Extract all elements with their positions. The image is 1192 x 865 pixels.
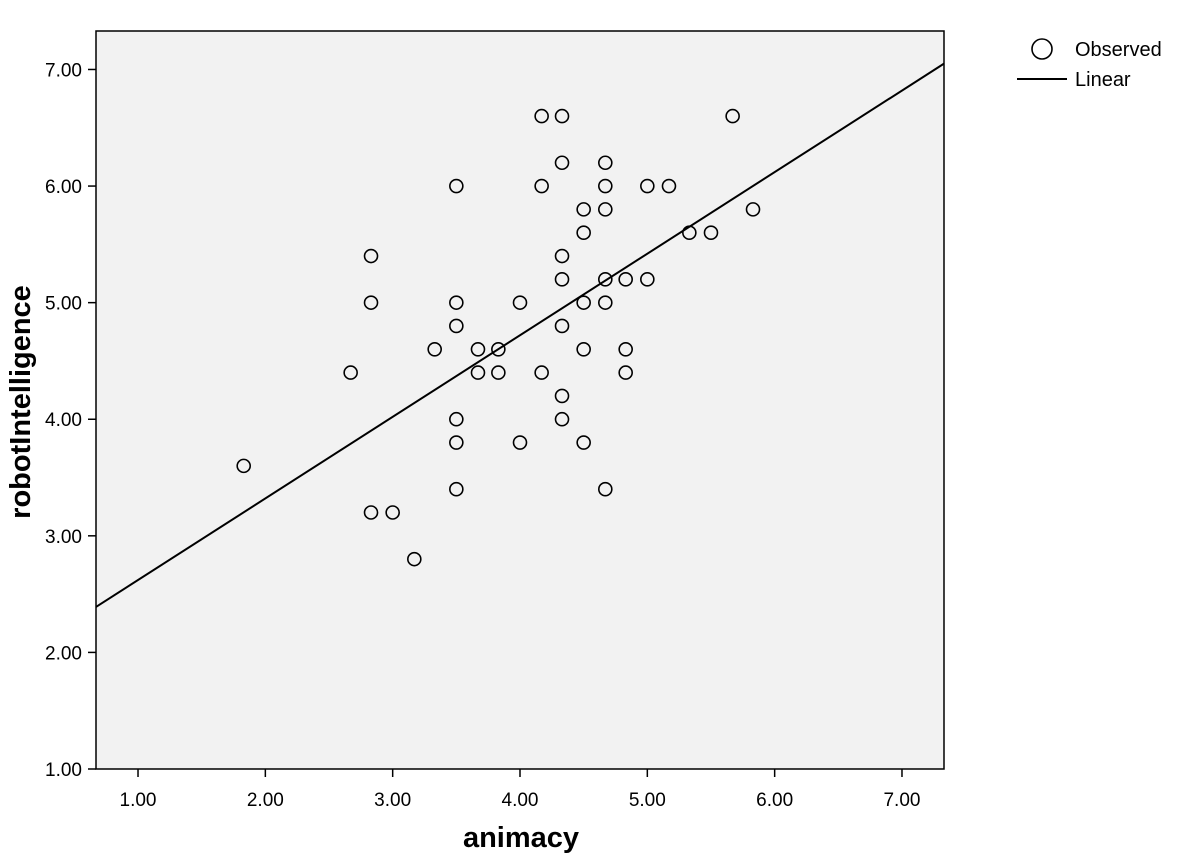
observed-point: [640, 272, 655, 287]
observed-point: [449, 318, 464, 334]
y-tick-label: 6.00: [45, 177, 82, 198]
y-tick-label: 7.00: [45, 60, 82, 81]
plot-area: [95, 30, 945, 770]
linear-fit-line: [95, 62, 945, 608]
observed-point: [554, 155, 570, 171]
observed-point: [576, 435, 591, 450]
observed-point: [618, 272, 633, 287]
observed-point: [576, 341, 591, 357]
observed-point: [598, 272, 613, 287]
observed-point: [407, 551, 422, 567]
y-tick-label: 5.00: [45, 294, 82, 315]
observed-point: [343, 365, 358, 380]
observed-point: [554, 108, 570, 124]
observed-point: [385, 505, 400, 520]
observed-point: [618, 341, 633, 357]
observed-point: [682, 225, 697, 240]
observed-points-layer: [236, 108, 761, 567]
observed-point: [640, 178, 655, 194]
legend-observed-label: Observed: [1075, 39, 1162, 61]
x-tick-label: 1.00: [120, 790, 157, 811]
observed-point: [470, 341, 486, 357]
y-tick-label: 1.00: [45, 760, 82, 781]
observed-point: [725, 108, 740, 124]
x-axis-ticks: 1.00 2.00 3.00 4.00 5.00 6.00 7.00: [120, 769, 920, 811]
observed-point: [661, 178, 677, 194]
legend: Observed Linear: [1017, 38, 1162, 91]
y-tick-label: 2.00: [45, 643, 82, 664]
observed-point: [512, 435, 528, 450]
observed-point: [470, 365, 486, 380]
observed-point: [598, 155, 613, 171]
observed-point: [449, 295, 464, 310]
y-tick-label: 4.00: [45, 410, 82, 431]
x-tick-label: 6.00: [756, 790, 793, 811]
observed-point: [618, 365, 633, 380]
linear-fit-layer: [95, 62, 945, 608]
y-axis-ticks: 1.00 2.00 3.00 4.00 5.00 6.00 7.00: [45, 60, 96, 781]
x-tick-label: 5.00: [629, 790, 666, 811]
x-tick-label: 7.00: [883, 790, 920, 811]
y-axis-title: robotIntelligence: [5, 285, 37, 519]
legend-linear-label: Linear: [1075, 69, 1131, 91]
observed-point: [576, 225, 591, 240]
y-tick-label: 3.00: [45, 527, 82, 548]
observed-point: [363, 505, 379, 520]
observed-point: [745, 202, 761, 217]
observed-point: [554, 388, 570, 404]
observed-point: [554, 248, 570, 264]
observed-point: [554, 272, 570, 287]
observed-point: [554, 318, 570, 334]
observed-point: [598, 178, 613, 194]
observed-point: [534, 365, 549, 380]
x-axis-title: animacy: [463, 822, 579, 854]
observed-point: [363, 248, 379, 264]
observed-point: [236, 458, 251, 474]
observed-point: [491, 365, 506, 380]
observed-point: [427, 341, 442, 357]
observed-point: [576, 202, 591, 217]
observed-point: [534, 178, 549, 194]
observed-point: [534, 108, 549, 124]
observed-point: [512, 295, 528, 310]
x-tick-label: 4.00: [502, 790, 539, 811]
x-tick-label: 2.00: [247, 790, 284, 811]
observed-point: [449, 481, 464, 497]
observed-point: [598, 295, 613, 310]
observed-point: [703, 225, 719, 240]
legend-observed-marker: [1031, 38, 1053, 60]
observed-point: [491, 341, 506, 357]
observed-point: [449, 435, 464, 450]
observed-point: [576, 295, 591, 310]
observed-point: [363, 295, 379, 310]
observed-point: [554, 411, 570, 427]
observed-point: [449, 411, 464, 427]
observed-point: [598, 202, 613, 217]
x-tick-label: 3.00: [374, 790, 411, 811]
observed-point: [449, 178, 464, 194]
observed-point: [598, 481, 613, 497]
